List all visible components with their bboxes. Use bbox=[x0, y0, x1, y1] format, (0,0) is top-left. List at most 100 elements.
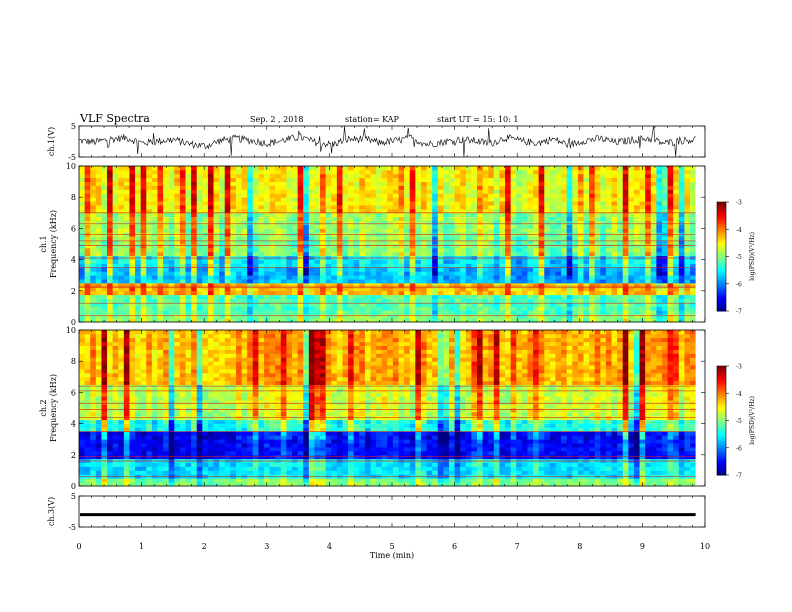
spectrogram-cell bbox=[544, 310, 551, 315]
spectrogram-cell bbox=[404, 236, 411, 241]
spectrogram-cell bbox=[549, 279, 556, 284]
spectrogram-cell bbox=[561, 212, 568, 218]
spectrogram-cell bbox=[420, 271, 427, 276]
spectrogram-cell bbox=[348, 189, 355, 194]
spectrogram-cell bbox=[359, 482, 366, 487]
spectrogram-cell bbox=[404, 251, 411, 257]
spectrogram-cell bbox=[202, 271, 209, 276]
spectrogram-cell bbox=[235, 166, 242, 171]
spectrogram-cell bbox=[594, 294, 601, 299]
spectrogram-cell bbox=[566, 216, 573, 221]
spectrogram-cell bbox=[426, 189, 433, 194]
spectrogram-cell bbox=[639, 212, 646, 218]
spectrogram-cell bbox=[454, 310, 461, 315]
spectrogram-cell bbox=[129, 224, 136, 229]
spectrogram-cell bbox=[314, 290, 321, 296]
spectrogram-cell bbox=[678, 197, 685, 202]
spectrogram-cell bbox=[600, 193, 607, 198]
spectrogram-cell bbox=[656, 185, 663, 190]
spectrogram-cell bbox=[129, 290, 136, 296]
spectrogram-cell bbox=[684, 205, 691, 210]
spectrogram-cell bbox=[179, 212, 186, 218]
spectrogram-cell bbox=[521, 478, 528, 483]
spectrogram-cell bbox=[163, 310, 170, 315]
spectrogram-cell bbox=[370, 279, 377, 284]
spectrogram-cell bbox=[224, 189, 231, 194]
spectrogram-cell bbox=[404, 244, 411, 249]
spectrogram-cell bbox=[342, 181, 349, 186]
spectrogram-cell bbox=[235, 478, 242, 483]
spectrogram-cell bbox=[247, 286, 254, 292]
spectrogram-cell bbox=[247, 478, 254, 483]
spectrogram-cell bbox=[633, 275, 640, 280]
spectrogram-cell bbox=[476, 318, 483, 323]
spectrogram-cell bbox=[101, 208, 108, 214]
spectrogram-cell bbox=[460, 181, 467, 186]
spectrogram-cell bbox=[84, 306, 91, 311]
spectrogram-cell bbox=[538, 173, 545, 179]
spectrogram-cell bbox=[336, 212, 343, 218]
spectrogram-cell bbox=[549, 236, 556, 241]
spectrogram-cell bbox=[314, 212, 321, 218]
spectrogram-cell bbox=[690, 197, 697, 202]
spectrogram-cell bbox=[549, 185, 556, 190]
spectrogram-cell bbox=[123, 212, 130, 218]
spectrogram-cell bbox=[331, 286, 338, 292]
spectrogram-cell bbox=[185, 482, 192, 487]
spectrogram-cell bbox=[684, 306, 691, 311]
spectrogram-cell bbox=[510, 205, 517, 210]
spectrogram-cell bbox=[583, 169, 590, 175]
spectrogram-cell bbox=[90, 193, 97, 198]
spectrogram-cell bbox=[90, 166, 97, 171]
spectrogram-cell bbox=[460, 201, 467, 206]
spectrogram-cell bbox=[555, 197, 562, 202]
spectrogram-cell bbox=[544, 201, 551, 206]
spectrogram-cell bbox=[325, 189, 332, 194]
spectrogram-cell bbox=[163, 166, 170, 171]
spectrogram-cell bbox=[364, 263, 371, 268]
spectrogram-cell bbox=[135, 212, 142, 218]
spectrogram-cell bbox=[645, 201, 652, 206]
spectrogram-cell bbox=[241, 259, 248, 264]
spectrogram-cell bbox=[465, 482, 472, 487]
spectrogram-cell bbox=[280, 259, 287, 264]
spectrogram-cell bbox=[600, 173, 607, 179]
spectrogram-cell bbox=[538, 169, 545, 175]
spectrogram-cell bbox=[678, 302, 685, 307]
spectrogram-cell bbox=[174, 482, 181, 487]
spectrogram-cell bbox=[219, 283, 226, 288]
spectrogram-cell bbox=[505, 166, 512, 171]
spectrogram-cell bbox=[258, 318, 265, 323]
spectrogram-cell bbox=[107, 298, 114, 303]
spectrogram-cell bbox=[84, 220, 91, 225]
spectrogram-cell bbox=[387, 294, 394, 299]
spectrogram-cell bbox=[129, 275, 136, 280]
spectrogram-cell bbox=[112, 220, 119, 225]
spectrogram-cell bbox=[404, 478, 411, 483]
spectrogram-cell bbox=[292, 482, 299, 487]
spectrogram-cell bbox=[381, 185, 388, 190]
spectrogram-cell bbox=[639, 279, 646, 284]
spectrogram-cell bbox=[235, 314, 242, 319]
spectrogram-cell bbox=[95, 314, 102, 319]
spectrogram-cell bbox=[398, 169, 405, 175]
spectrogram-cell bbox=[235, 306, 242, 311]
spectrogram-cell bbox=[572, 279, 579, 284]
spectrogram-cell bbox=[370, 275, 377, 280]
spectrogram-cell bbox=[661, 318, 668, 323]
spectrogram-cell bbox=[101, 181, 108, 186]
spectrogram-cell bbox=[432, 259, 439, 264]
spectrogram-cell bbox=[415, 228, 422, 233]
spectrogram-cell bbox=[370, 177, 377, 182]
spectrogram-cell bbox=[392, 247, 399, 253]
spectrogram-cell bbox=[443, 185, 450, 190]
spectrogram-cell bbox=[112, 197, 119, 202]
spectrogram-cell bbox=[179, 302, 186, 307]
spectrogram-cell bbox=[118, 290, 125, 296]
spectrogram-cell bbox=[202, 224, 209, 229]
spectrogram-cell bbox=[510, 251, 517, 257]
y-axis-label: ch.1(V) bbox=[47, 127, 56, 156]
spectrogram-cell bbox=[219, 173, 226, 179]
spectrogram-cell bbox=[376, 279, 383, 284]
spectrogram-cell bbox=[123, 185, 130, 190]
